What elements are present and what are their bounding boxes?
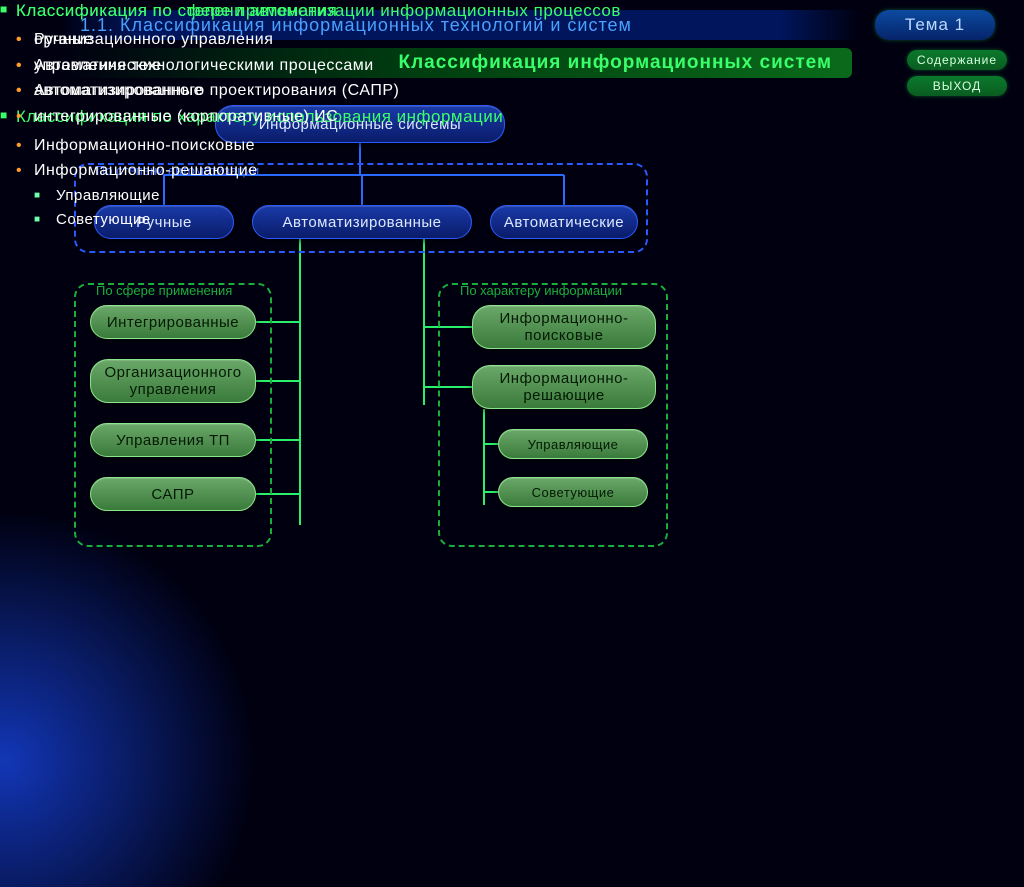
node: Информационно-поисковые	[472, 305, 656, 349]
bullet-item: управления технологическими процессами	[34, 55, 399, 77]
node: Интегрированные	[90, 305, 256, 339]
bullet-item: Информационно-решающие	[34, 160, 621, 182]
theme-badge: Тема 1	[875, 10, 995, 40]
bullet-item: автоматизированного проектирования (САПР…	[34, 80, 399, 102]
group-sphere-label: По сфере применения	[90, 283, 238, 298]
bullet-item: Информационно-поисковые	[34, 135, 621, 157]
node: Советующие	[498, 477, 648, 507]
group-character-label: По характеру информации	[454, 283, 628, 298]
toc-button[interactable]: Содержание	[907, 50, 1007, 70]
node: Управляющие	[498, 429, 648, 459]
bullet-subitem: Советующие	[34, 210, 621, 230]
bullet-heading: Классификация по сфере применения	[0, 0, 399, 23]
bullet-item: организационного управления	[34, 29, 399, 51]
bullet-subitem: Управляющие	[34, 186, 621, 206]
node: Организационного управления	[90, 359, 256, 403]
node: Управления ТП	[90, 423, 256, 457]
exit-button[interactable]: ВЫХОД	[907, 76, 1007, 96]
bullet-item: интегрированные (корпоративные) ИС	[34, 106, 399, 128]
node: САПР	[90, 477, 256, 511]
node: Информационно-решающие	[472, 365, 656, 409]
